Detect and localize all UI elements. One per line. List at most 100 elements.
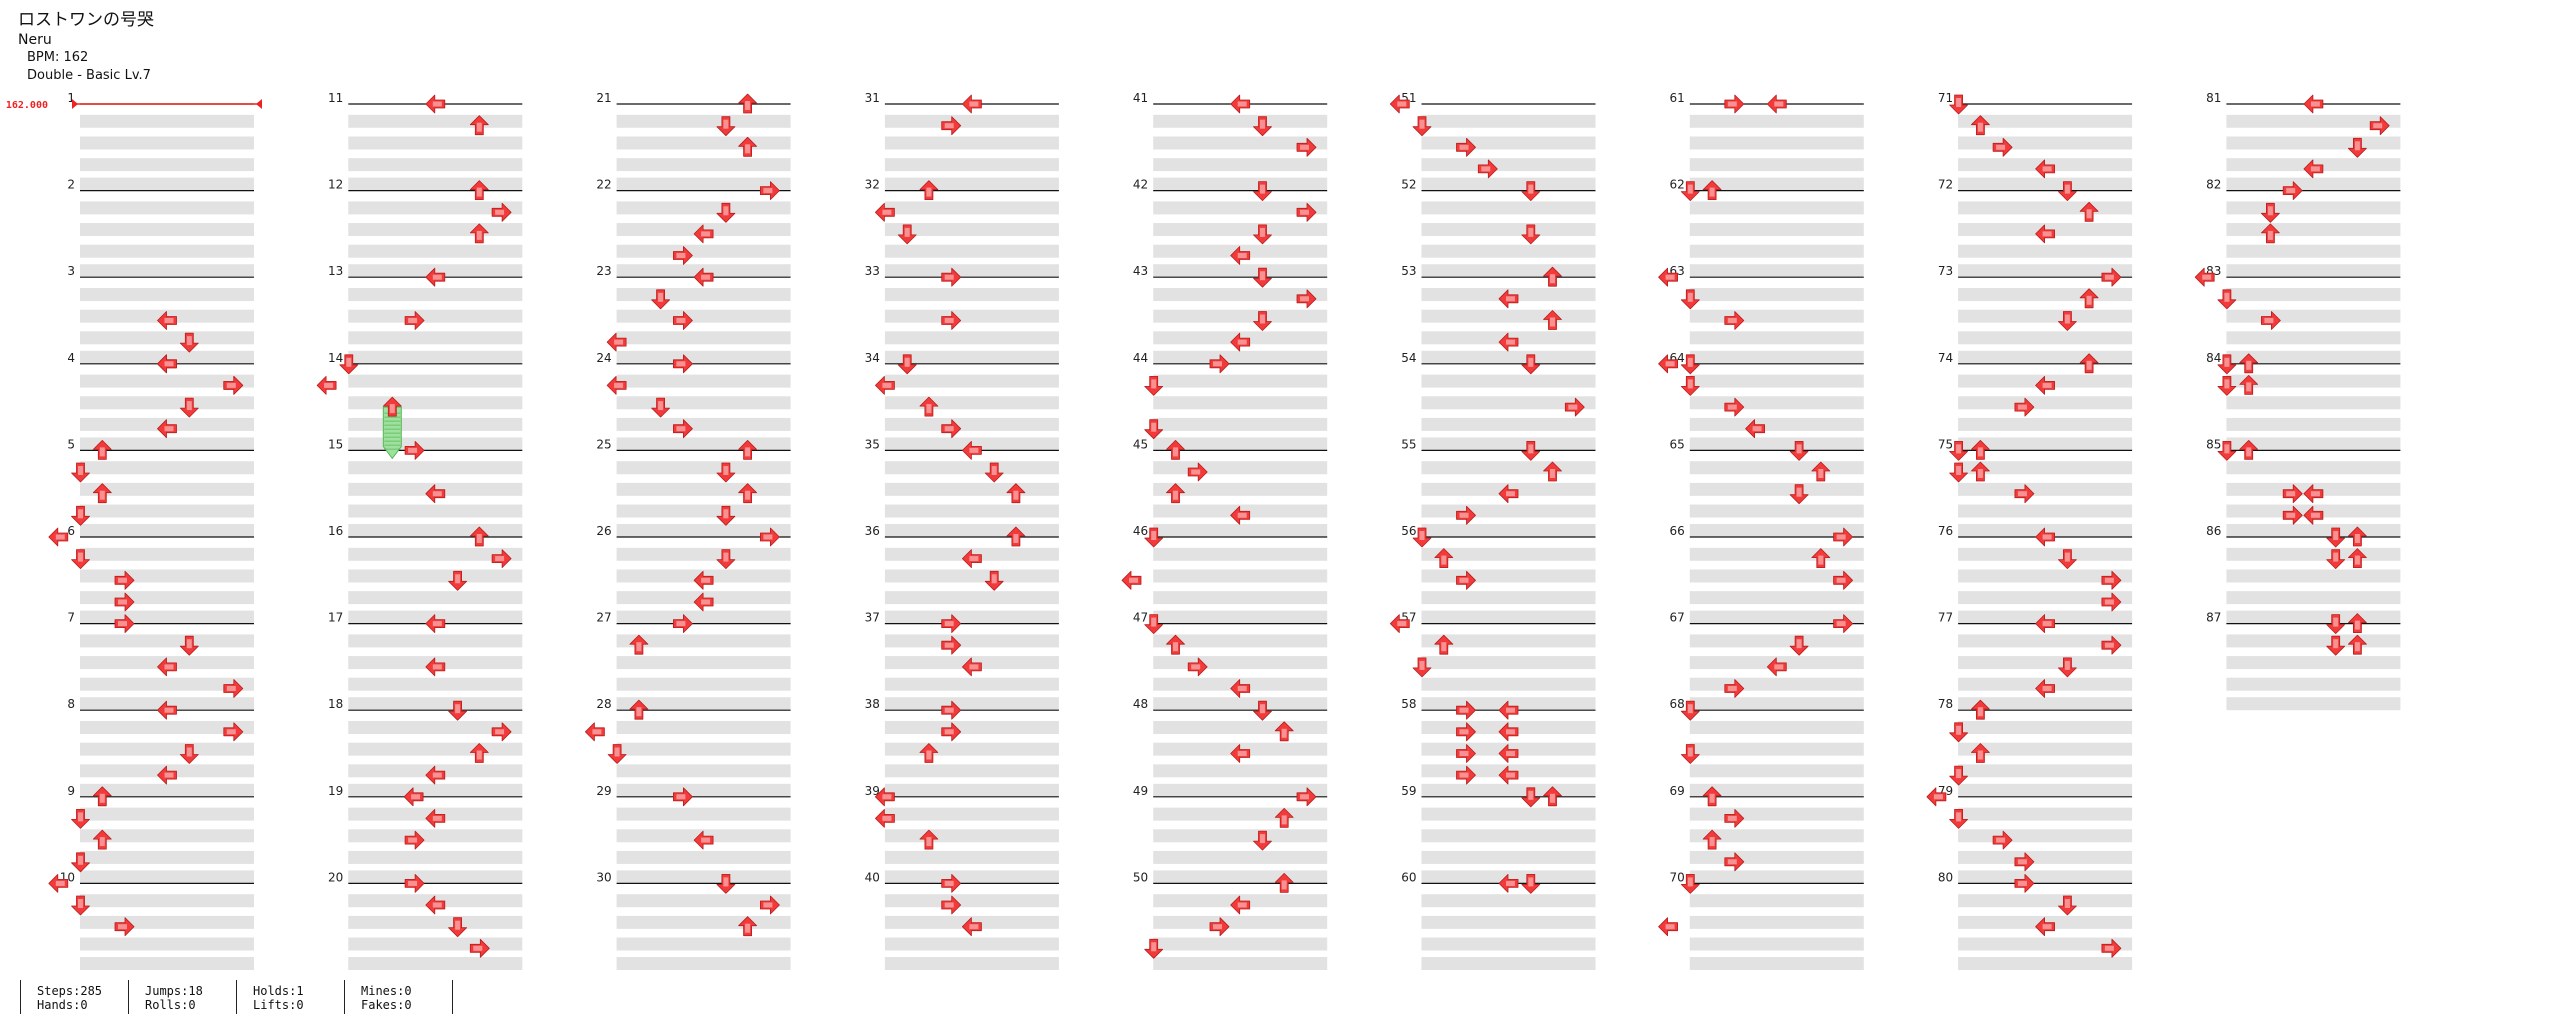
- beat-stripe: [884, 223, 1059, 237]
- measure-number: 85: [2206, 437, 2221, 451]
- arrow-shape: [491, 722, 512, 742]
- beat-stripe: [1958, 136, 2133, 150]
- beat-stripe: [884, 244, 1059, 258]
- arrow-left-icon: [2303, 484, 2324, 504]
- beat-stripe: [1153, 524, 1328, 537]
- arrow-shine: [1151, 422, 1157, 432]
- arrow-shape: [738, 439, 757, 460]
- arrow-shape: [693, 830, 714, 850]
- arrow-shape: [919, 743, 939, 763]
- beat-stripe: [616, 610, 791, 624]
- arrow-shape: [1230, 744, 1251, 763]
- beat-stripe: [1421, 524, 1596, 537]
- arrow-left-icon: [2035, 527, 2055, 547]
- arrow-right-icon: [1724, 679, 1745, 698]
- measure-column: 31 32 33 34 35 36 37 38 39 40: [865, 91, 1059, 970]
- arrow-shine: [2224, 357, 2230, 367]
- arrow-shine: [701, 577, 711, 583]
- arrow-shine: [1506, 729, 1515, 735]
- arrow-shine: [2064, 184, 2070, 194]
- arrow-down-icon: [716, 462, 736, 483]
- arrow-up-icon: [92, 439, 112, 460]
- arrow-shine: [882, 815, 892, 821]
- arrow-shape: [1209, 917, 1230, 937]
- arrow-shape: [491, 202, 512, 222]
- arrow-left-icon: [2035, 614, 2055, 633]
- beat-stripe: [616, 850, 791, 864]
- arrow-shape: [425, 94, 446, 114]
- arrow-shape: [716, 549, 736, 569]
- arrow-shape: [1658, 267, 1678, 287]
- arrow-left-icon: [875, 375, 895, 395]
- beat-stripe: [348, 937, 523, 951]
- beat-stripe: [80, 677, 254, 691]
- beat-stripe: [1958, 482, 2133, 496]
- beat-stripe: [1153, 350, 1328, 364]
- beat-stripe: [1958, 396, 2133, 410]
- beat-stripe: [884, 177, 1059, 191]
- arrow-shine: [1013, 490, 1019, 500]
- arrow-left-icon: [157, 311, 177, 330]
- arrow-shine: [1173, 642, 1178, 652]
- arrow-shape: [2101, 570, 2122, 590]
- arrow-shine: [476, 187, 482, 197]
- arrow-shape: [1144, 614, 1164, 634]
- arrow-shape: [404, 440, 425, 460]
- measure-number: 60: [1401, 870, 1416, 884]
- arrow-up-icon: [1971, 699, 1990, 720]
- arrow-down-icon: [71, 852, 90, 873]
- arrow-shape: [1702, 786, 1722, 807]
- arrow-right-icon: [941, 635, 962, 655]
- beat-stripe: [1958, 610, 2133, 624]
- beat-stripe: [1958, 870, 2133, 884]
- arrow-shape: [71, 852, 90, 873]
- arrow-shape: [962, 657, 982, 677]
- arrow-right-icon: [1833, 614, 1853, 633]
- arrow-shape: [1456, 765, 1476, 785]
- measure-number: 46: [1133, 524, 1148, 538]
- beat-stripe: [1689, 244, 1864, 258]
- beat-stripe: [1421, 915, 1596, 929]
- arrow-shape: [114, 614, 135, 633]
- arrow-shine: [2042, 686, 2052, 691]
- arrow-shine: [1687, 704, 1693, 714]
- beat-stripe: [1689, 136, 1864, 150]
- measure-number: 34: [865, 351, 880, 365]
- arrow-shape: [2035, 224, 2055, 244]
- arrow-shine: [1237, 512, 1247, 518]
- beat-stripe: [1958, 524, 2133, 537]
- arrow-shine: [2224, 292, 2230, 302]
- beat-stripe: [616, 547, 791, 561]
- beat-stripe: [1689, 201, 1864, 215]
- beat-stripe: [1689, 482, 1864, 496]
- arrow-left-icon: [1745, 419, 1765, 439]
- arrow-shape: [1389, 94, 1410, 114]
- beat-stripe: [348, 783, 523, 797]
- beat-stripe: [80, 721, 254, 735]
- bpm-marker-right-icon: [256, 99, 262, 109]
- measure-number: 5: [67, 437, 75, 451]
- beat-stripe: [348, 374, 523, 388]
- beat-stripe: [884, 957, 1059, 970]
- arrow-up-icon: [2079, 288, 2099, 309]
- arrow-shape: [425, 484, 446, 504]
- arrow-down-icon: [2057, 657, 2077, 678]
- beat-stripe: [616, 417, 791, 431]
- beat-stripe: [884, 264, 1059, 278]
- arrow-shape: [919, 396, 939, 417]
- arrow-shine: [2017, 880, 2027, 886]
- measure-number: 14: [328, 351, 343, 365]
- beat-stripe: [80, 177, 254, 191]
- arrow-shine: [1397, 101, 1407, 107]
- arrow-shine: [745, 101, 751, 110]
- measure-number: 40: [865, 870, 880, 884]
- arrow-shine: [969, 101, 979, 107]
- beat-stripe: [616, 350, 791, 364]
- arrow-shine: [1419, 531, 1425, 540]
- beat-stripe: [616, 309, 791, 323]
- arrow-down-icon: [1521, 787, 1541, 808]
- arrow-shine: [1528, 184, 1534, 194]
- arrow-shine: [2064, 660, 2070, 670]
- beat-stripe: [1421, 158, 1596, 172]
- arrow-shine: [2064, 899, 2070, 908]
